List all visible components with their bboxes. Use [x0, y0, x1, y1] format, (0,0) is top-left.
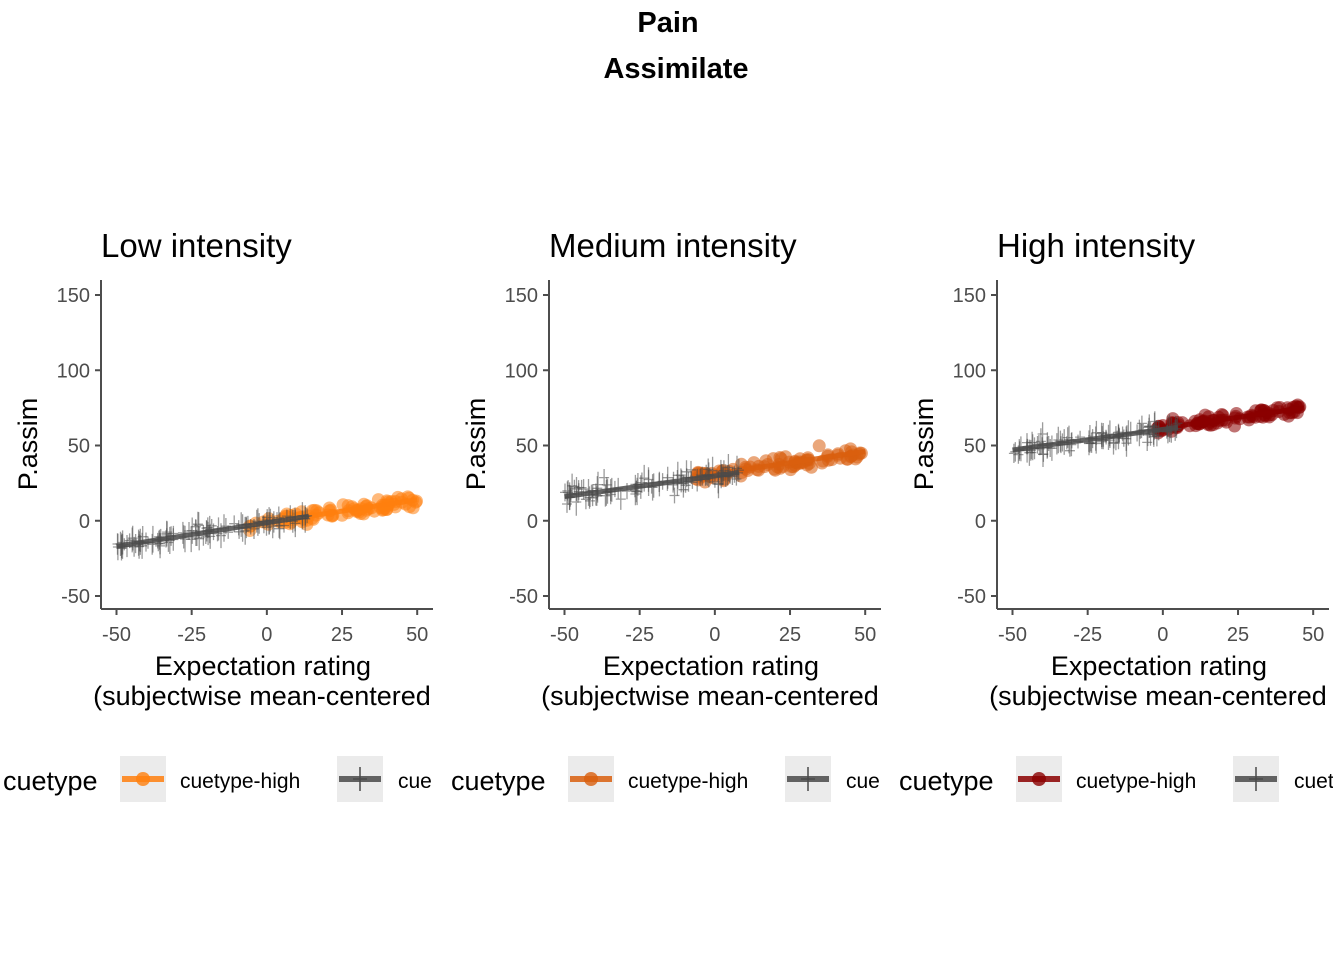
legend-label: cuetype-high: [180, 770, 300, 793]
panel-title: Medium intensity: [549, 227, 797, 264]
y-axis-title: P.assim: [13, 398, 43, 491]
panel-2: Medium intensity -50 0 50 100 150 -50 -25 0 25 50 E…: [451, 227, 881, 802]
panel-title: Low intensity: [101, 227, 292, 264]
x-tick-label: -50: [998, 624, 1027, 646]
x-tick-label: 50: [1302, 624, 1324, 646]
legend-key-point: [1032, 772, 1046, 786]
data-point: [585, 494, 595, 507]
y-tick-label: 0: [527, 511, 538, 533]
y-axis-title: P.assim: [461, 398, 491, 491]
legend-title: cuetype: [899, 766, 994, 796]
x-tick-label: -25: [1073, 624, 1102, 646]
data-point: [186, 526, 197, 553]
panel-3: High intensity -50 0 50 100 150 -50 -25 0 25 50 Exp…: [899, 227, 1344, 802]
x-axis-title: Expectation rating: [1051, 651, 1267, 681]
y-tick-label: -50: [957, 586, 986, 608]
data-point: [127, 525, 138, 551]
x-tick-label: 25: [1227, 624, 1249, 646]
legend-key-point: [353, 767, 367, 791]
figure-subtitle: Assimilate: [603, 53, 748, 85]
y-tick-label: -50: [509, 586, 538, 608]
x-tick-label: 25: [331, 624, 353, 646]
y-tick-label: 100: [57, 360, 90, 382]
x-tick-label: 25: [779, 624, 801, 646]
x-axis-title-line2: (subjectwise mean-centered: [93, 681, 431, 711]
legend-key-point: [584, 772, 598, 786]
y-tick-label: 150: [953, 285, 986, 307]
x-tick-label: 50: [406, 624, 428, 646]
legend-title: cuetype: [3, 766, 98, 796]
legend-label: cue: [846, 770, 880, 793]
legend: cuetype cuetype-high cue: [3, 756, 432, 802]
data-point: [591, 486, 602, 506]
x-tick-label: -25: [625, 624, 654, 646]
panel-1: Low intensity -50 0 50 100 150 -50 -25 0 25 50 Expe…: [3, 227, 433, 802]
x-axis-title-line2: (subjectwise mean-centered: [989, 681, 1327, 711]
data-layer: [1008, 398, 1307, 467]
fit-line: [116, 513, 310, 549]
series-cuetype-high: [689, 439, 868, 489]
data-point: [1096, 422, 1107, 445]
legend-label: cue: [398, 770, 432, 793]
legend-label: cuety: [1294, 770, 1344, 793]
x-tick-label: 50: [854, 624, 876, 646]
data-point: [1064, 444, 1075, 457]
data-point: [733, 458, 744, 482]
y-tick-label: 50: [68, 436, 90, 458]
x-tick-label: -50: [550, 624, 579, 646]
x-tick-label: 0: [709, 624, 720, 646]
fit-line: [1012, 424, 1179, 453]
y-axis-title: P.assim: [909, 398, 939, 491]
data-point: [766, 452, 780, 466]
panel-title: High intensity: [997, 227, 1196, 264]
data-point: [147, 533, 158, 555]
legend-key-point: [136, 772, 150, 786]
x-tick-label: 0: [261, 624, 272, 646]
y-tick-label: 50: [516, 436, 538, 458]
legend: cuetype cuetype-high cue: [451, 756, 880, 802]
y-tick-label: 0: [975, 511, 986, 533]
data-point: [615, 488, 626, 510]
legend-key-point: [1249, 767, 1263, 791]
series-cuetype-low: [1008, 411, 1183, 467]
data-point: [1084, 430, 1094, 456]
legend-label: cuetype-high: [628, 770, 748, 793]
figure-title: Pain: [637, 7, 698, 39]
data-point: [1144, 414, 1155, 438]
data-point: [812, 439, 826, 453]
data-point: [1136, 415, 1147, 432]
data-layer: [560, 439, 868, 516]
data-point: [1008, 443, 1019, 463]
data-point: [1053, 426, 1064, 454]
x-axis-title: Expectation rating: [155, 651, 371, 681]
fit-line: [1156, 405, 1305, 432]
x-tick-label: 0: [1157, 624, 1168, 646]
data-point: [202, 517, 213, 539]
series-cuetype-low: [560, 454, 744, 516]
y-tick-label: 100: [505, 360, 538, 382]
y-tick-label: 150: [505, 285, 538, 307]
y-tick-label: 150: [57, 285, 90, 307]
series-cuetype-low: [112, 502, 313, 561]
data-point: [662, 466, 673, 489]
fit-line: [564, 470, 740, 500]
y-tick-label: 0: [79, 511, 90, 533]
y-tick-label: 50: [964, 436, 986, 458]
data-point: [1037, 422, 1048, 446]
legend: cuetype cuetype-high cuety: [899, 756, 1344, 802]
x-axis-title-line2: (subjectwise mean-centered: [541, 681, 879, 711]
data-point: [678, 474, 689, 493]
data-layer: [112, 490, 423, 561]
x-tick-label: -25: [177, 624, 206, 646]
legend-key-point: [801, 767, 815, 791]
legend-title: cuetype: [451, 766, 546, 796]
legend-label: cuetype-high: [1076, 770, 1196, 793]
data-point: [274, 512, 285, 540]
x-axis-title: Expectation rating: [603, 651, 819, 681]
x-tick-label: -50: [102, 624, 131, 646]
y-tick-label: 100: [953, 360, 986, 382]
series-cuetype-high: [1150, 398, 1307, 440]
y-tick-label: -50: [61, 586, 90, 608]
